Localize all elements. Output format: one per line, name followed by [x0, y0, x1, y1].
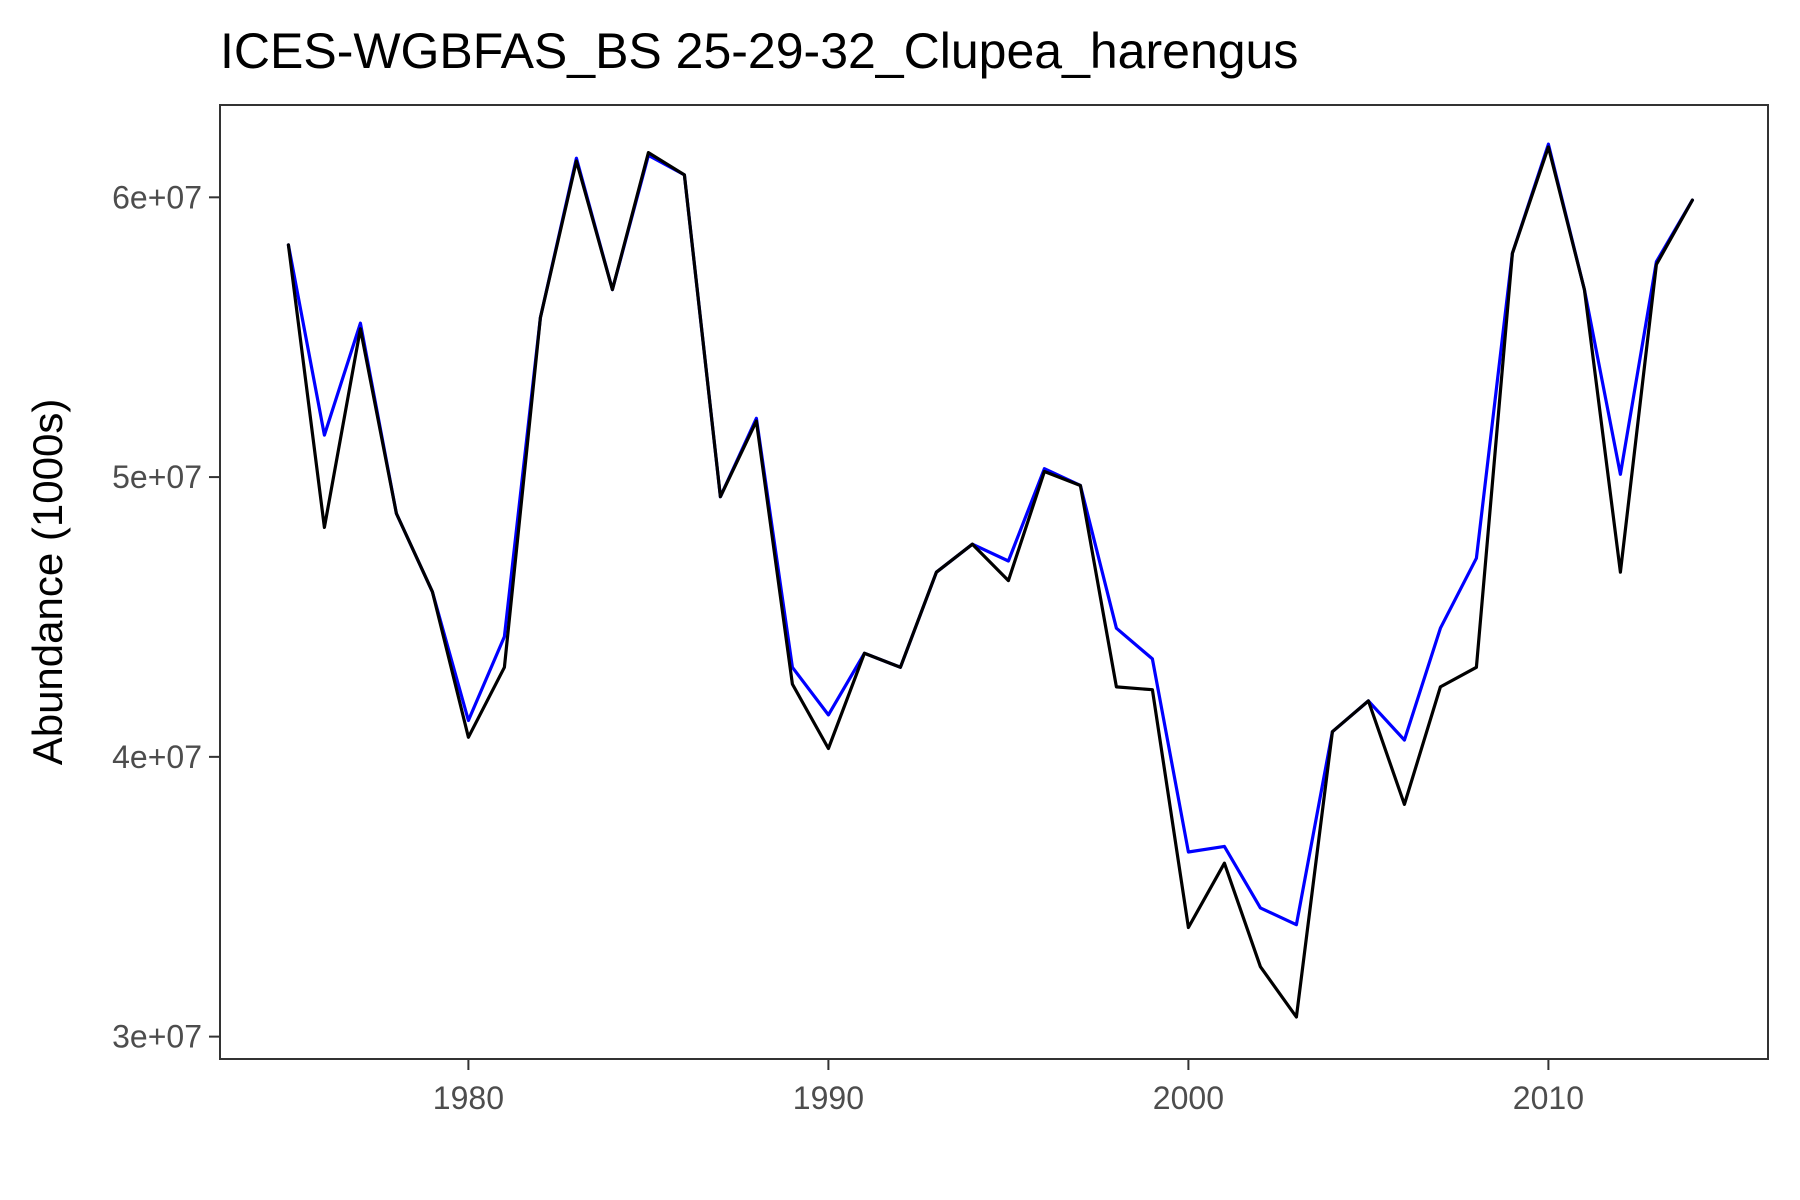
x-tick-label: 2000	[1153, 1080, 1224, 1116]
y-tick-label: 5e+07	[112, 459, 202, 495]
y-tick-label: 6e+07	[112, 179, 202, 215]
chart-title: ICES-WGBFAS_BS 25-29-32_Clupea_harengus	[220, 23, 1298, 79]
plot-panel	[219, 104, 1769, 1060]
series-line-2	[286, 145, 1695, 1019]
x-tick-label: 2010	[1513, 1080, 1584, 1116]
y-axis-title: Abundance (1000s)	[24, 399, 71, 766]
y-axis: 3e+07 4e+07 5e+07 6e+07	[112, 179, 220, 1055]
x-tick-label: 1990	[793, 1080, 864, 1116]
series-layer	[286, 142, 1695, 1019]
y-tick-label: 4e+07	[112, 739, 202, 775]
y-tick-label: 3e+07	[112, 1019, 202, 1055]
x-axis: 1980 1990 2000 2010	[433, 1059, 1584, 1116]
x-tick-label: 1980	[433, 1080, 504, 1116]
